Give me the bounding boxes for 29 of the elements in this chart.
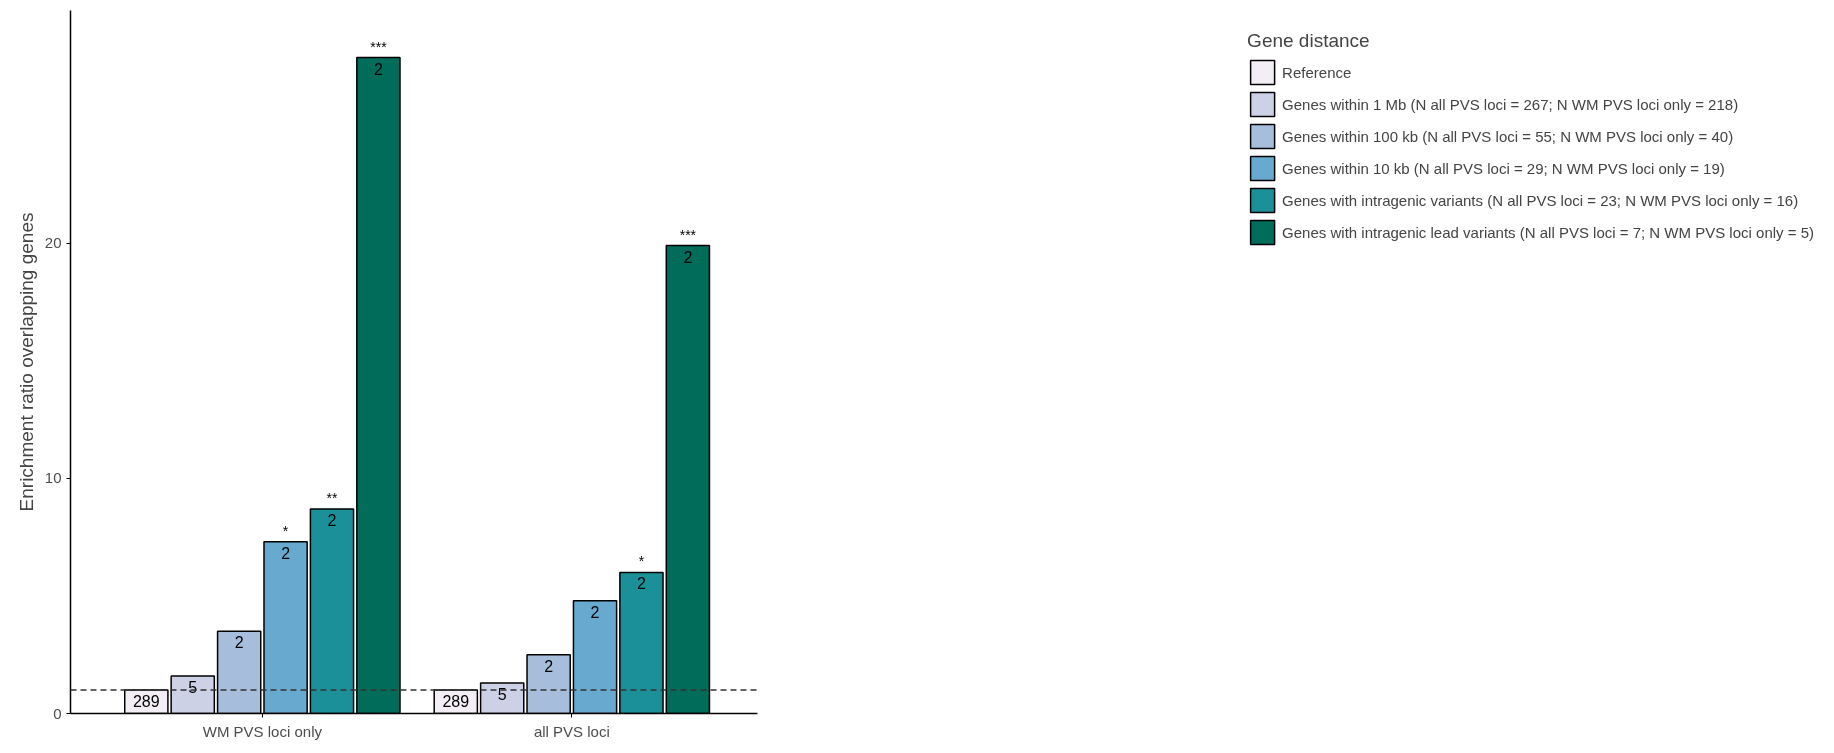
- x-tick-label: WM PVS loci only: [202, 722, 323, 740]
- annotation: ***: [679, 226, 697, 243]
- legend-label: Reference: [1282, 63, 1352, 81]
- annotation: 2: [683, 248, 693, 266]
- x-tick-label: all PVS loci: [533, 722, 610, 740]
- annotation: 2: [544, 657, 554, 675]
- annotation: 5: [497, 685, 507, 703]
- y-axis-title: Enrichment ratio overlapping genes: [15, 212, 37, 512]
- annotation: 2: [281, 544, 291, 562]
- legend-label: Genes within 100 kb (N all PVS loci = 55; N WM PVS loci only = 40): [1282, 127, 1734, 145]
- annotation: 2: [373, 60, 383, 78]
- annotation: 2: [590, 603, 600, 621]
- legend-label: Genes with intragenic variants (N all PVS loci = 23; N WM PVS loci only = 16): [1282, 191, 1799, 209]
- legend-title: Gene distance: [1247, 30, 1371, 52]
- annotation: 2: [327, 511, 337, 529]
- annotation: 2: [637, 575, 646, 593]
- annotation: **: [326, 489, 338, 506]
- legend-label: Genes within 1 Mb (N all PVS loci = 267; N WM PVS loci only = 218): [1282, 95, 1739, 113]
- annotation: 289: [132, 692, 160, 710]
- y-tick-label: 10: [44, 469, 62, 487]
- annotation: 2: [234, 634, 244, 652]
- annotation: *: [638, 553, 645, 570]
- annotation: ***: [370, 38, 388, 55]
- legend-label: Genes with intragenic lead variants (N all PVS loci = 7; N WM PVS loci only = 5): [1282, 223, 1814, 241]
- annotation: *: [282, 522, 289, 539]
- y-tick-label: 0: [53, 704, 62, 722]
- annotation: 289: [442, 692, 470, 710]
- y-tick-label: 20: [44, 234, 62, 252]
- legend-label: Genes within 10 kb (N all PVS loci = 29; N WM PVS loci only = 19): [1282, 159, 1725, 177]
